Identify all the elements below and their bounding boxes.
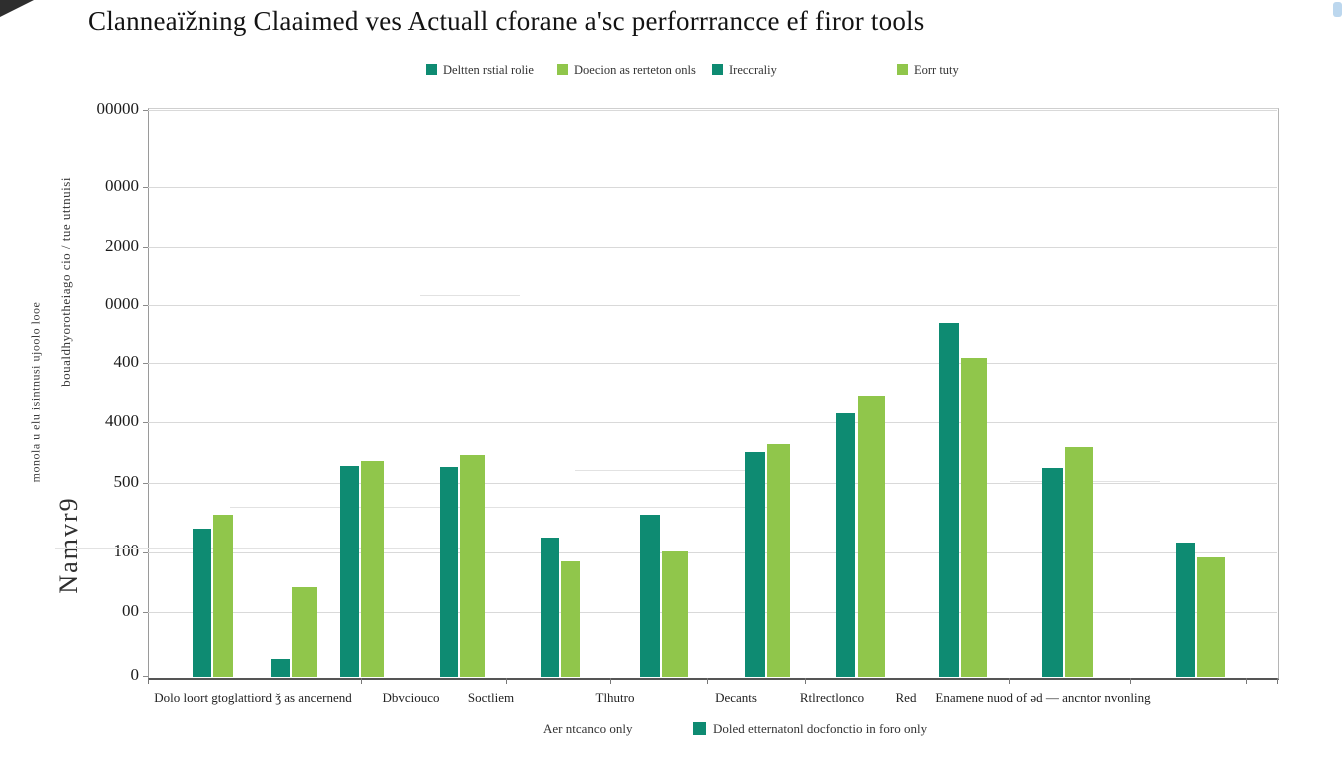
legend-swatch-green-icon [897,64,908,75]
x-tick-mark [148,678,149,684]
bar [361,461,384,677]
y-tick-label: 500 [113,472,140,491]
legend-swatch-teal-icon [693,722,706,735]
bar [541,538,559,677]
bar [193,529,211,677]
x-tick-mark [506,678,507,684]
bar [460,455,485,677]
y-tick-label: 0000 [105,294,139,313]
bottom-legend-item: Aer ntcanco only [543,721,633,737]
corner-artifact-blue [1333,2,1342,17]
y-tick-label: 0000 [105,176,139,195]
x-tick-mark [805,678,806,684]
legend-swatch-teal-icon [426,64,437,75]
y-tick-mark [143,552,148,553]
bar [561,561,580,677]
bar [767,444,790,677]
y-tick-mark [143,676,148,677]
gridline [148,612,1277,613]
bar [271,659,290,677]
gridline-artifact [420,295,520,296]
y-axis-title-secondary: monola u elu isintnusi ujoolo looe [28,301,43,483]
gridline [148,187,1277,188]
bar [836,413,855,677]
gridline [148,247,1277,248]
gridline-artifact [55,548,470,549]
legend-label: Deltten rstial rolie [443,63,534,77]
y-tick-label: 00000 [96,99,140,118]
legend-item: Eorr tuty [897,63,959,78]
legend-item: Doecion as rerteton onls [557,63,696,78]
legend-item: Ireccraliy [712,63,777,78]
gridline [148,363,1277,364]
gridline [148,110,1277,111]
bar [440,467,458,677]
x-axis-label: Tlhutro [595,690,635,705]
y-tick-mark [143,187,148,188]
bar [1065,447,1093,677]
bar [213,515,233,677]
y-tick-label: 00 [122,601,139,620]
bar [939,323,959,677]
y-tick-mark [143,305,148,306]
legend-label: Eorr tuty [914,63,959,77]
x-axis-label: Dolo loort gtoglattiord ǯ as ancernend [154,690,352,705]
y-tick-mark [143,612,148,613]
x-axis-label: Rtlrectlonco [799,690,865,705]
gridline-artifact [230,507,790,508]
bar [340,466,359,677]
x-tick-mark [1277,678,1278,684]
gridline [148,483,1277,484]
legend-swatch-green-icon [557,64,568,75]
y-tick-label: 2000 [105,236,139,255]
bar [858,396,885,677]
y-tick-label: 100 [113,541,140,560]
y-tick-mark [143,110,148,111]
y-tick-mark [143,247,148,248]
y-tick-mark [143,363,148,364]
bar [1176,543,1195,677]
bar [292,587,317,677]
x-axis-label: Decants [715,690,757,705]
legend-label: Doecion as rerteton onls [574,63,696,77]
gridline-artifact [575,470,750,471]
gridline [148,552,1277,553]
bar [640,515,660,677]
bottom-legend-item: Doled etternatonl docfonctio in foro onl… [693,721,927,737]
legend-label: Ireccraliy [729,63,777,77]
legend-item: Deltten rstial rolie [426,63,534,78]
bar [745,452,765,677]
x-axis-label: Red [895,690,917,705]
y-tick-mark [143,483,148,484]
gridline [148,305,1277,306]
bar [961,358,987,677]
x-tick-mark [707,678,708,684]
x-tick-mark [610,678,611,684]
y-tick-mark [143,422,148,423]
chart-title: Clanneaïžning Claaimed ves Actuall cfora… [88,6,925,36]
bottom-legend-label: Aer ntcanco only [543,721,633,736]
gridline [148,422,1277,423]
bottom-legend-label: Doled etternatonl docfonctio in foro onl… [713,721,928,736]
y-tick-label: 0 [130,665,140,684]
x-tick-mark [1130,678,1131,684]
corner-artifact-dark [0,0,34,17]
x-tick-mark [361,678,362,684]
x-tick-mark [1009,678,1010,684]
legend-swatch-teal-icon [712,64,723,75]
y-tick-label: 4000 [105,411,139,430]
x-axis-label: Dbvciouco [382,690,440,705]
bar [662,551,688,677]
plot-area [148,108,1279,680]
bar [1042,468,1063,677]
bar [1197,557,1225,677]
x-axis-label: Enamene nuod of ǝd — ancntor nvonling [935,690,1151,705]
y-tick-label: 400 [113,352,140,371]
x-axis-label: Soctliem [467,690,515,705]
x-tick-mark [1246,678,1247,684]
